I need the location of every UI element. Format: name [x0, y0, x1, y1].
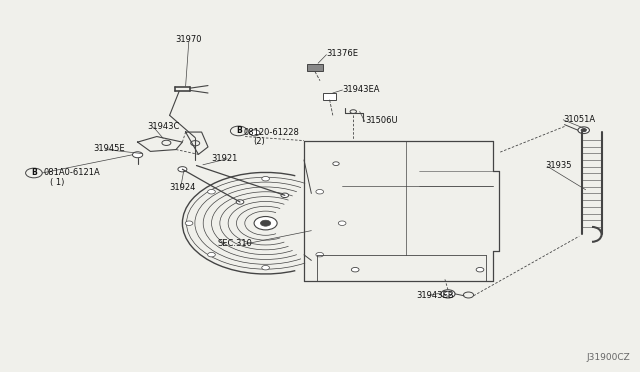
Circle shape [333, 162, 339, 166]
Circle shape [260, 220, 271, 226]
Circle shape [476, 267, 484, 272]
Text: 31051A: 31051A [563, 115, 595, 124]
Circle shape [250, 130, 260, 136]
Circle shape [351, 267, 359, 272]
Circle shape [281, 193, 289, 198]
Text: 081A0-6121A: 081A0-6121A [44, 169, 100, 177]
Text: 31970: 31970 [175, 35, 202, 44]
Text: 31506U: 31506U [365, 116, 397, 125]
Circle shape [339, 221, 346, 225]
Text: 31943EB: 31943EB [416, 291, 454, 300]
Circle shape [441, 290, 455, 298]
Circle shape [178, 167, 187, 172]
Circle shape [316, 189, 324, 194]
Text: 31943C: 31943C [147, 122, 180, 131]
Text: 31924: 31924 [170, 183, 196, 192]
Circle shape [207, 253, 215, 257]
Text: 31376E: 31376E [326, 49, 358, 58]
Bar [307, 64, 323, 71]
Text: (2): (2) [253, 137, 264, 146]
Circle shape [262, 176, 269, 181]
Text: 08120-61228: 08120-61228 [243, 128, 299, 137]
Circle shape [316, 253, 324, 257]
Circle shape [207, 189, 215, 194]
Text: 31921: 31921 [211, 154, 237, 163]
Circle shape [132, 152, 143, 158]
Text: ( 1): ( 1) [50, 178, 64, 187]
Text: 31935: 31935 [545, 161, 572, 170]
Circle shape [236, 200, 244, 204]
Text: 31945E: 31945E [93, 144, 124, 153]
Text: SEC.310: SEC.310 [218, 239, 252, 248]
Text: B: B [236, 126, 241, 135]
Circle shape [254, 217, 277, 230]
Text: 31943EA: 31943EA [342, 85, 380, 94]
Circle shape [185, 221, 193, 225]
Circle shape [578, 127, 589, 134]
Circle shape [262, 266, 269, 270]
Circle shape [581, 129, 586, 132]
Bar [323, 93, 336, 100]
Text: J31900CZ: J31900CZ [587, 353, 630, 362]
Text: B: B [31, 169, 36, 177]
